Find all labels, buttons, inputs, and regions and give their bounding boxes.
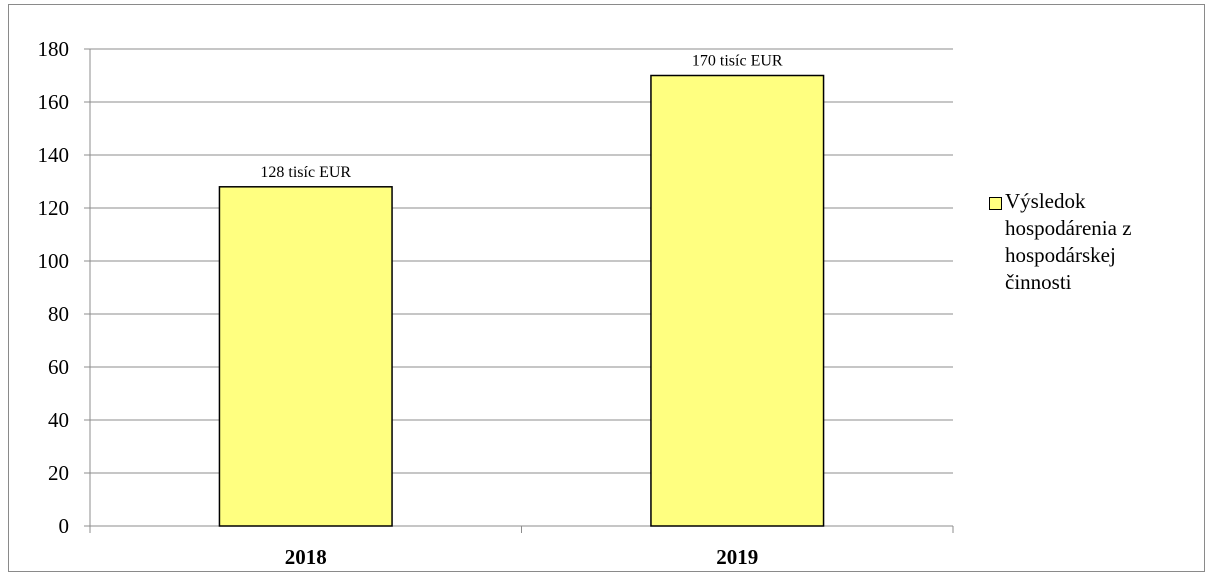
legend: Výsledok hospodárenia z hospodárskej čin…: [989, 188, 1189, 296]
y-tick-label: 60: [48, 355, 69, 379]
y-tick-label: 80: [48, 302, 69, 326]
data-label-2019: 170 tisíc EUR: [692, 53, 783, 70]
x-category-label-2019: 2019: [716, 545, 758, 569]
y-tick-label: 40: [48, 408, 69, 432]
y-tick-label: 20: [48, 461, 69, 485]
y-tick-label: 120: [38, 196, 70, 220]
bar-2018: [218, 186, 393, 527]
y-tick-label: 160: [38, 90, 70, 114]
legend-label: Výsledok hospodárenia z hospodárskej čin…: [1005, 189, 1132, 294]
legend-swatch: [989, 197, 1002, 210]
y-tick-label: 100: [38, 249, 70, 273]
chart-frame: [8, 4, 1205, 572]
x-category-label-2018: 2018: [285, 545, 327, 569]
y-tick-label: 140: [38, 143, 70, 167]
data-label-2018: 128 tisíc EUR: [260, 164, 351, 181]
y-tick-label: 180: [38, 37, 70, 61]
y-tick-label: 0: [59, 514, 70, 538]
bar-2019: [650, 74, 825, 527]
